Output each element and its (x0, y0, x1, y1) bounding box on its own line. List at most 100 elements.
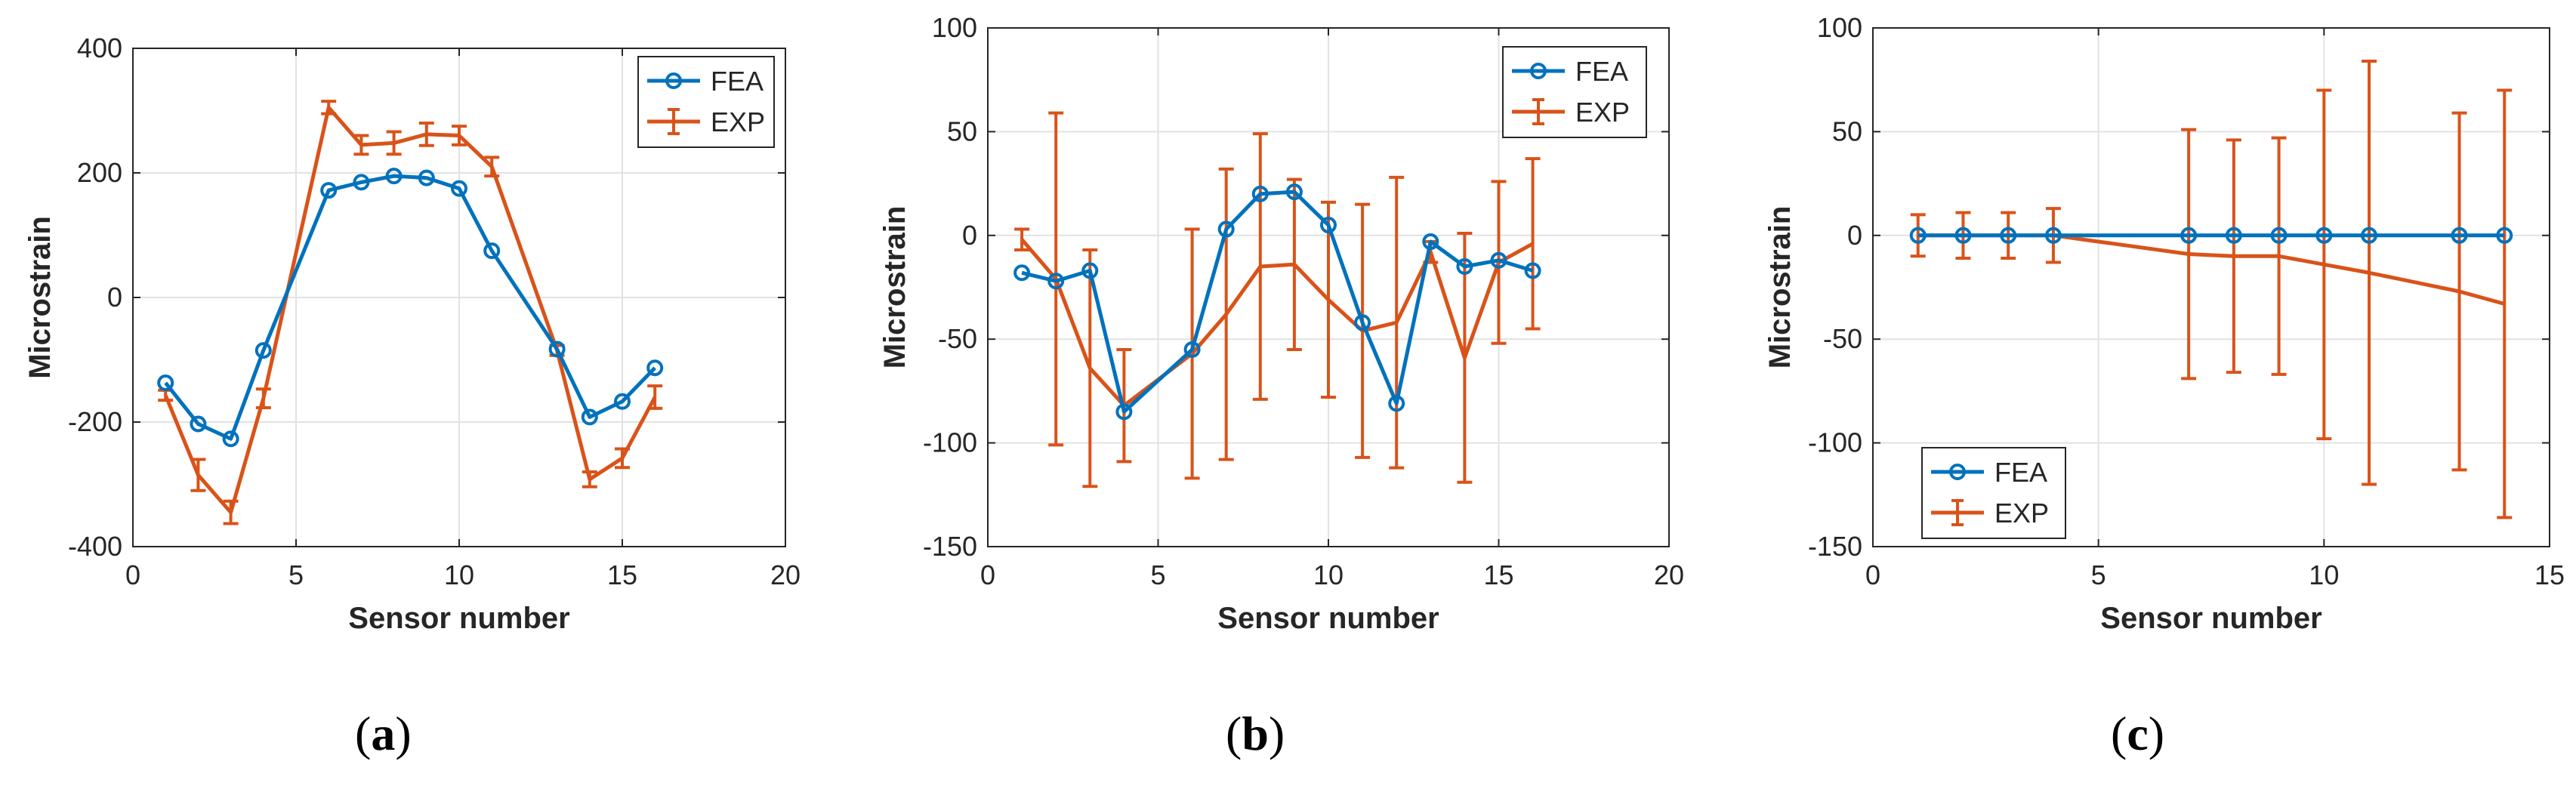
legend: FEA EXP (1502, 46, 1647, 138)
x-tick-label: 15 (1483, 559, 1513, 590)
legend-item-fea: FEA (1512, 56, 1628, 87)
error-bar (452, 125, 467, 146)
y-tick-label: 400 (77, 32, 122, 63)
legend-marker (665, 72, 682, 89)
legend-box (1921, 447, 2066, 539)
data-point (483, 242, 501, 260)
data-point (1388, 395, 1405, 412)
error-bar (1321, 200, 1336, 399)
data-point (2315, 227, 2333, 244)
error-bar (1014, 227, 1030, 252)
y-axis-label: Microstrain (1763, 206, 1797, 369)
error-bar (2451, 111, 2467, 472)
data-point (385, 168, 403, 185)
data-point (2225, 227, 2242, 244)
data-point (548, 341, 566, 358)
error-bar (386, 130, 402, 156)
chart-panel-b: 0 5 10 15 20 -150 -100 -50 0 50 100 Sensor number Mi… (878, 12, 1684, 635)
x-tick-label: 0 (1865, 559, 1880, 590)
y-tick-label: 0 (107, 282, 122, 313)
data-point (255, 342, 272, 359)
legend-marker (1949, 464, 1966, 480)
y-tick-label: -150 (923, 531, 977, 562)
legend-box (637, 56, 775, 148)
error-bar (1048, 111, 1064, 447)
data-point (2000, 227, 2017, 244)
data-point (2451, 227, 2468, 244)
legend-item-exp: EXP (1512, 97, 1630, 128)
series-fea (1013, 183, 1541, 421)
legend-label: EXP (711, 106, 765, 137)
y-axis-label: Microstrain (23, 216, 57, 379)
data-point (1524, 262, 1541, 279)
data-point (2180, 227, 2198, 244)
legend-item-fea: FEA (1931, 457, 2047, 488)
x-axis-label: Sensor number (1217, 602, 1439, 635)
panel-label-b: (b) (1226, 707, 1285, 760)
legend-marker (1530, 63, 1547, 79)
data-point (2044, 227, 2062, 244)
error-bar (1252, 132, 1268, 401)
legend-label: EXP (1994, 498, 2049, 529)
error-bar (1286, 177, 1302, 351)
x-tick-label: 5 (288, 559, 304, 590)
error-bar (353, 134, 369, 156)
data-point (1320, 217, 1337, 234)
x-axis-label: Sensor number (348, 602, 569, 635)
data-point (418, 169, 435, 186)
data-point (451, 180, 467, 197)
panel-label-a: (a) (355, 707, 412, 760)
series-line-fea (164, 174, 656, 441)
axes-box (132, 48, 786, 547)
error-bar (1389, 175, 1405, 470)
legend-item-exp: EXP (647, 106, 765, 137)
y-tick-label: -200 (68, 406, 122, 437)
y-tick-label: 200 (77, 157, 122, 188)
series-fea (1909, 227, 2513, 244)
data-point (1490, 251, 1507, 269)
x-tick-label: 5 (1150, 559, 1165, 590)
data-point (1013, 264, 1031, 282)
y-tick-label: 0 (962, 220, 977, 251)
data-point (1354, 314, 1371, 331)
data-point (614, 393, 631, 410)
data-point (157, 374, 174, 392)
y-tick-label: 100 (932, 12, 977, 43)
error-bar (190, 458, 206, 492)
data-point (1217, 220, 1235, 238)
error-bar (1491, 180, 1507, 345)
series-line-fea (1021, 190, 1534, 414)
legend-label: FEA (1575, 56, 1628, 87)
data-point (1285, 183, 1303, 201)
error-bar (255, 387, 271, 410)
y-tick-label: -50 (938, 323, 977, 354)
legend-label: FEA (711, 66, 764, 97)
axes-box (987, 27, 1670, 547)
y-axis-label: Microstrain (878, 206, 912, 369)
data-point (1081, 262, 1099, 279)
error-bar (582, 470, 597, 488)
legend-label: FEA (1994, 457, 2047, 488)
error-bar (321, 100, 337, 116)
error-bar (223, 499, 239, 525)
y-tick-label: 50 (947, 116, 977, 146)
error-bar (2226, 138, 2241, 374)
chart-panel-c: 0 5 10 15 -150 -100 -50 0 50 100 Sensor number Micr… (1763, 12, 2565, 635)
y-tick-label: -100 (923, 427, 977, 458)
series-exp (1014, 111, 1541, 488)
legend-box (1502, 46, 1647, 138)
error-bar (1525, 157, 1541, 331)
data-point (190, 415, 207, 433)
y-tick-label: 100 (1817, 12, 1862, 43)
legend-item-fea: FEA (647, 66, 764, 97)
y-tick-label: -100 (1808, 427, 1862, 458)
data-point (2496, 227, 2513, 244)
x-tick-label: 5 (2091, 559, 2106, 590)
error-bar (647, 384, 663, 410)
data-point (353, 174, 370, 191)
data-point (1115, 403, 1133, 421)
error-bar (2271, 136, 2287, 376)
error-bar (615, 447, 630, 470)
y-tick-label: -50 (1823, 323, 1862, 354)
